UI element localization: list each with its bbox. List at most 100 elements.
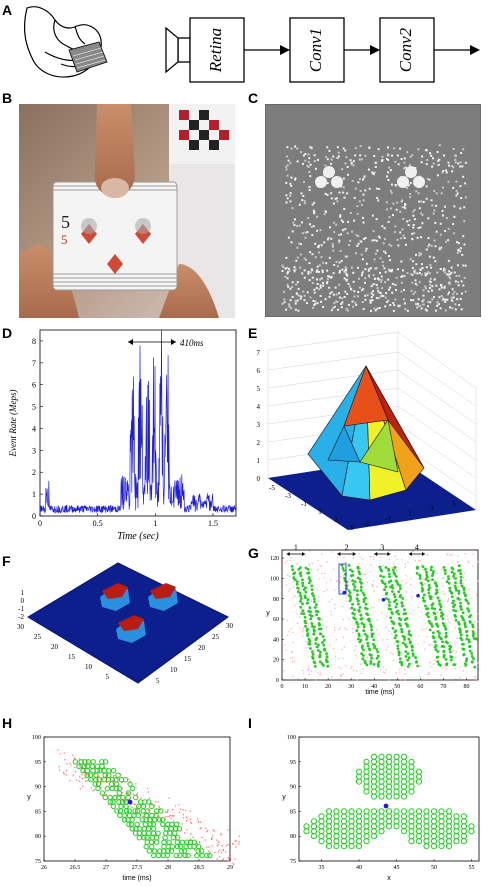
feature-event [355, 629, 359, 633]
f-tick-right: 25 [212, 633, 220, 641]
event-pixel [463, 243, 466, 246]
d-ytick: 6 [32, 381, 36, 390]
event-pixel [412, 292, 415, 295]
event-dot [371, 584, 373, 586]
event-dot [388, 679, 390, 681]
event-dot [382, 639, 384, 641]
event-pixel [443, 285, 446, 288]
event-pixel [373, 155, 376, 157]
event-dot [350, 667, 352, 669]
event-dot [372, 585, 374, 587]
feature-event [360, 646, 364, 649]
event-dot [418, 675, 421, 677]
event-dot [112, 780, 114, 782]
feature-event [416, 567, 419, 570]
event-pixel [440, 295, 443, 297]
event-dot [323, 590, 325, 593]
event-pixel [317, 245, 319, 248]
event-pixel [447, 239, 450, 242]
event-pixel [443, 267, 446, 270]
feature-event [433, 612, 437, 616]
event-pixel [327, 275, 330, 278]
event-pixel [346, 166, 349, 168]
event-pixel [448, 164, 451, 167]
feature-event [178, 848, 185, 854]
h-ytick: 75 [35, 859, 41, 865]
feature-event [357, 599, 360, 603]
event-dot [458, 595, 460, 597]
event-pixel [388, 216, 391, 219]
feature-event [393, 600, 396, 603]
event-pixel [452, 296, 455, 299]
feature-event [470, 655, 474, 658]
d-ytick: 0 [32, 512, 36, 521]
event-dot [108, 804, 110, 806]
event-pixel [415, 263, 418, 266]
event-pixel [387, 299, 390, 302]
event-dot [363, 628, 366, 630]
event-pixel [413, 218, 416, 221]
event-pixel [334, 286, 337, 289]
feature-event [411, 645, 414, 649]
event-pixel [439, 222, 442, 225]
event-dot [207, 829, 209, 832]
event-pixel [403, 237, 406, 240]
event-pixel [408, 164, 411, 167]
event-pixel [304, 153, 307, 155]
event-pixel [388, 243, 391, 246]
feature-event [432, 570, 435, 573]
event-pixel [439, 268, 442, 270]
feature-event [379, 574, 383, 578]
event-dot [135, 783, 137, 785]
event-dot [429, 661, 431, 664]
event-dot [355, 609, 357, 612]
event-dot [126, 792, 128, 794]
event-dot [311, 637, 313, 639]
event-pixel [360, 274, 363, 277]
feature-event [323, 649, 327, 652]
feature-event [425, 613, 429, 616]
event-pixel [425, 185, 428, 188]
feature-event [322, 664, 325, 667]
event-dot [400, 678, 402, 681]
event-dot [349, 581, 351, 583]
event-pixel [422, 303, 425, 306]
event-dot [458, 678, 460, 680]
event-pixel [371, 171, 374, 174]
event-dot [467, 561, 469, 563]
event-dot [411, 595, 413, 597]
event-dot [194, 849, 196, 851]
event-pixel [447, 273, 450, 276]
event-pixel [314, 302, 317, 305]
event-pixel [303, 257, 306, 260]
event-pixel [377, 235, 380, 238]
event-dot [113, 775, 115, 777]
f-tick-left: 15 [68, 653, 76, 661]
event-dot [423, 641, 425, 643]
feature-event [130, 785, 136, 792]
event-pixel [363, 175, 366, 178]
event-pixel [464, 182, 467, 185]
feature-event [362, 625, 366, 629]
event-dot [321, 572, 323, 575]
event-dot [395, 567, 397, 569]
feature-event [399, 624, 402, 627]
feature-event [430, 624, 434, 628]
event-pixel [306, 231, 309, 234]
event-dot [235, 846, 237, 848]
event-dot [428, 673, 430, 675]
feature-event [458, 631, 462, 634]
event-pixel [374, 277, 377, 280]
event-pixel [461, 292, 463, 295]
event-pixel [400, 290, 403, 293]
event-dot [122, 792, 124, 794]
feature-event [459, 601, 462, 605]
feature-event [393, 595, 397, 599]
activation-peak [100, 583, 178, 643]
event-pixel [302, 154, 305, 157]
event-dot [158, 815, 160, 817]
event-dot [338, 666, 340, 668]
d-ytick: 2 [32, 468, 36, 477]
g-xtick: 0 [281, 684, 284, 690]
